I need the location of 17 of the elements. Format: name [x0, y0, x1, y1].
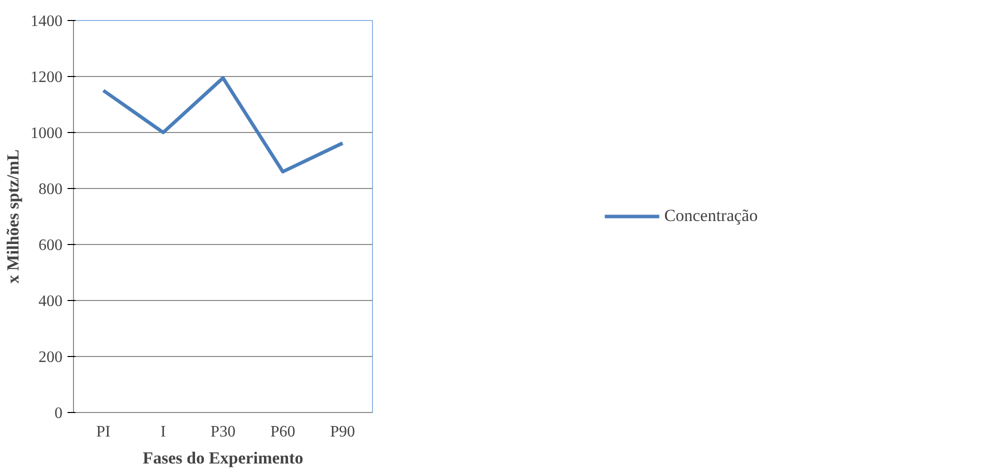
- x-tick-label: P30: [210, 424, 236, 440]
- y-tick-label: 400: [38, 293, 62, 310]
- legend-label: Concentração: [664, 206, 758, 226]
- x-tick-label: P60: [270, 424, 296, 440]
- x-axis-title: Fases do Experimento: [142, 448, 304, 468]
- y-tick-label: 1200: [30, 69, 62, 86]
- y-tick-label: 1000: [30, 125, 62, 142]
- y-tick-label: 200: [38, 349, 62, 366]
- x-tick-label: P90: [330, 424, 356, 440]
- x-tick-label: I: [160, 424, 166, 440]
- y-tick-label: 600: [38, 237, 62, 254]
- y-tick-label: 0: [54, 405, 62, 422]
- line-series: [102, 76, 344, 174]
- y-axis-title: x Milhões sptz/mL: [4, 149, 22, 284]
- y-tick-label: 1400: [30, 13, 62, 30]
- x-tick-label: PI: [96, 424, 111, 440]
- y-tick-label: 800: [38, 181, 62, 198]
